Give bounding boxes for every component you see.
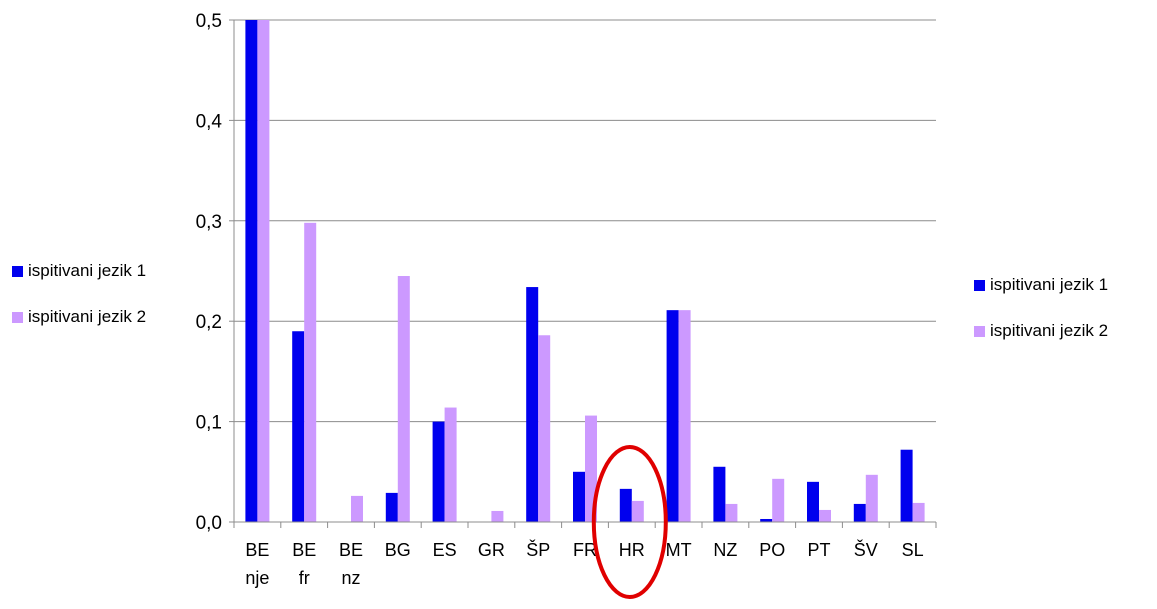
bar-series-1 — [667, 310, 679, 522]
legend-item: ispitivani jezik 1 — [974, 273, 1108, 297]
bar-series-1 — [245, 20, 257, 522]
x-tick-label: nje — [245, 568, 269, 588]
bar-series-1 — [386, 493, 398, 522]
y-tick-label: 0,4 — [196, 111, 223, 132]
bar-series-2 — [398, 276, 410, 522]
x-tick-label: BE — [339, 540, 363, 560]
bar-series-1 — [292, 331, 304, 522]
bar-series-2 — [257, 20, 269, 522]
bar-series-1 — [854, 504, 866, 522]
bar-series-2 — [304, 223, 316, 522]
bar-series-2 — [679, 310, 691, 522]
x-tick-label: PO — [759, 540, 785, 560]
legend-label: ispitivani jezik 1 — [990, 275, 1108, 295]
legend-right: ispitivani jezik 1 ispitivani jezik 2 — [974, 273, 1108, 365]
legend-item: ispitivani jezik 2 — [974, 319, 1108, 343]
bar-series-2 — [632, 501, 644, 522]
legend-swatch — [974, 326, 985, 337]
bar-series-1 — [620, 489, 632, 522]
y-tick-label: 0,5 — [196, 11, 222, 32]
legend-swatch — [12, 312, 23, 323]
y-tick-label: 0,2 — [196, 312, 222, 333]
legend-item: ispitivani jezik 1 — [12, 259, 146, 283]
x-tick-label: fr — [299, 568, 310, 588]
bar-series-2 — [772, 479, 784, 522]
legend-label: ispitivani jezik 1 — [28, 261, 146, 281]
bar-series-1 — [433, 422, 445, 522]
gridlines — [234, 20, 936, 422]
x-tick-label: ŠP — [526, 539, 550, 560]
x-tick-label: MT — [666, 540, 692, 560]
bar-series-1 — [807, 482, 819, 522]
x-tick-label: ŠV — [854, 539, 878, 560]
y-tick-label: 0,1 — [196, 413, 222, 434]
legend-left: ispitivani jezik 1 ispitivani jezik 2 — [12, 259, 146, 351]
bar-series-1 — [713, 467, 725, 522]
x-tick-label: BG — [385, 540, 411, 560]
bar-series-2 — [866, 475, 878, 522]
bar-series-2 — [491, 511, 503, 522]
bar-series-2 — [725, 504, 737, 522]
x-tick-label: nz — [341, 568, 360, 588]
legend-label: ispitivani jezik 2 — [990, 321, 1108, 341]
bar-series-2 — [351, 496, 363, 522]
x-tick-label: BE — [292, 540, 316, 560]
bar-series-2 — [819, 510, 831, 522]
x-tick-label: HR — [619, 540, 645, 560]
bar-series-2 — [445, 408, 457, 522]
legend-swatch — [12, 266, 23, 277]
bar-series-2 — [538, 335, 550, 522]
y-tick-label: 0,0 — [196, 513, 222, 534]
y-tick-label: 0,3 — [196, 212, 222, 233]
legend-item: ispitivani jezik 2 — [12, 305, 146, 329]
bars — [245, 20, 924, 522]
bar-series-1 — [573, 472, 585, 522]
x-tick-label: GR — [478, 540, 505, 560]
x-tick-label: NZ — [713, 540, 737, 560]
bar-series-1 — [526, 287, 538, 522]
x-tick-label: BE — [245, 540, 269, 560]
x-tick-label: PT — [807, 540, 830, 560]
legend-swatch — [974, 280, 985, 291]
y-axis-ticks: 0,0 0,1 0,2 0,3 0,4 0,5 — [196, 11, 234, 534]
bar-series-1 — [901, 450, 913, 522]
x-tick-label: ES — [433, 540, 457, 560]
x-tick-label: SL — [902, 540, 924, 560]
legend-label: ispitivani jezik 2 — [28, 307, 146, 327]
bar-series-2 — [913, 503, 925, 522]
